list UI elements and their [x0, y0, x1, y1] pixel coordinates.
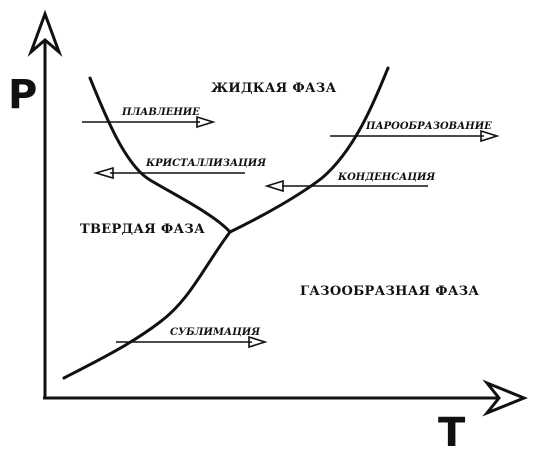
crystallization-label: КРИСТАЛЛИЗАЦИЯ [145, 158, 267, 169]
vaporization-label: ПАРООБРАЗОВАНИЕ [365, 121, 492, 132]
x-axis-arrowhead [482, 379, 528, 417]
liquid-phase-label: ЖИДКАЯ ФАЗА [211, 81, 337, 96]
melting-label: ПЛАВЛЕНИЕ [121, 107, 200, 118]
melting-arrow: ПЛАВЛЕНИЕ [82, 107, 216, 129]
y-axis-arrowhead [27, 9, 63, 57]
x-axis-label: T [438, 410, 466, 450]
sublimation-arrow: СУБЛИМАЦИЯ [116, 327, 268, 349]
sublimation-curve [62, 230, 232, 380]
melting-curve [88, 76, 232, 234]
phase-boundaries [62, 66, 390, 380]
condensation-label: КОНДЕНСАЦИЯ [337, 172, 436, 183]
y-axis-label: P [8, 72, 37, 118]
vaporization-arrow: ПАРООБРАЗОВАНИЕ [330, 121, 500, 143]
condensation-arrow: КОНДЕНСАЦИЯ [264, 172, 436, 193]
phase-labels: ЖИДКАЯ ФАЗА ТВЕРДАЯ ФАЗА ГАЗООБРАЗНАЯ ФА… [80, 81, 479, 299]
vaporization-curve [228, 66, 390, 234]
sublimation-label: СУБЛИМАЦИЯ [170, 327, 261, 338]
process-arrows: ПЛАВЛЕНИЕ КРИСТАЛЛИЗАЦИЯ ПАРООБРАЗОВАНИЕ… [82, 107, 500, 349]
gas-phase-label: ГАЗООБРАЗНАЯ ФАЗА [300, 284, 479, 299]
axes: P T [8, 9, 528, 450]
crystallization-arrow: КРИСТАЛЛИЗАЦИЯ [93, 158, 267, 180]
solid-phase-label: ТВЕРДАЯ ФАЗА [80, 222, 205, 237]
